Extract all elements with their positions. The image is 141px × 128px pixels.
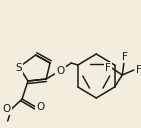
Text: F: F	[136, 65, 141, 75]
Text: O: O	[57, 66, 65, 76]
Text: F: F	[105, 63, 111, 73]
Text: O: O	[3, 104, 11, 114]
Text: O: O	[36, 102, 45, 112]
Text: S: S	[15, 63, 22, 73]
Text: F: F	[122, 52, 128, 62]
